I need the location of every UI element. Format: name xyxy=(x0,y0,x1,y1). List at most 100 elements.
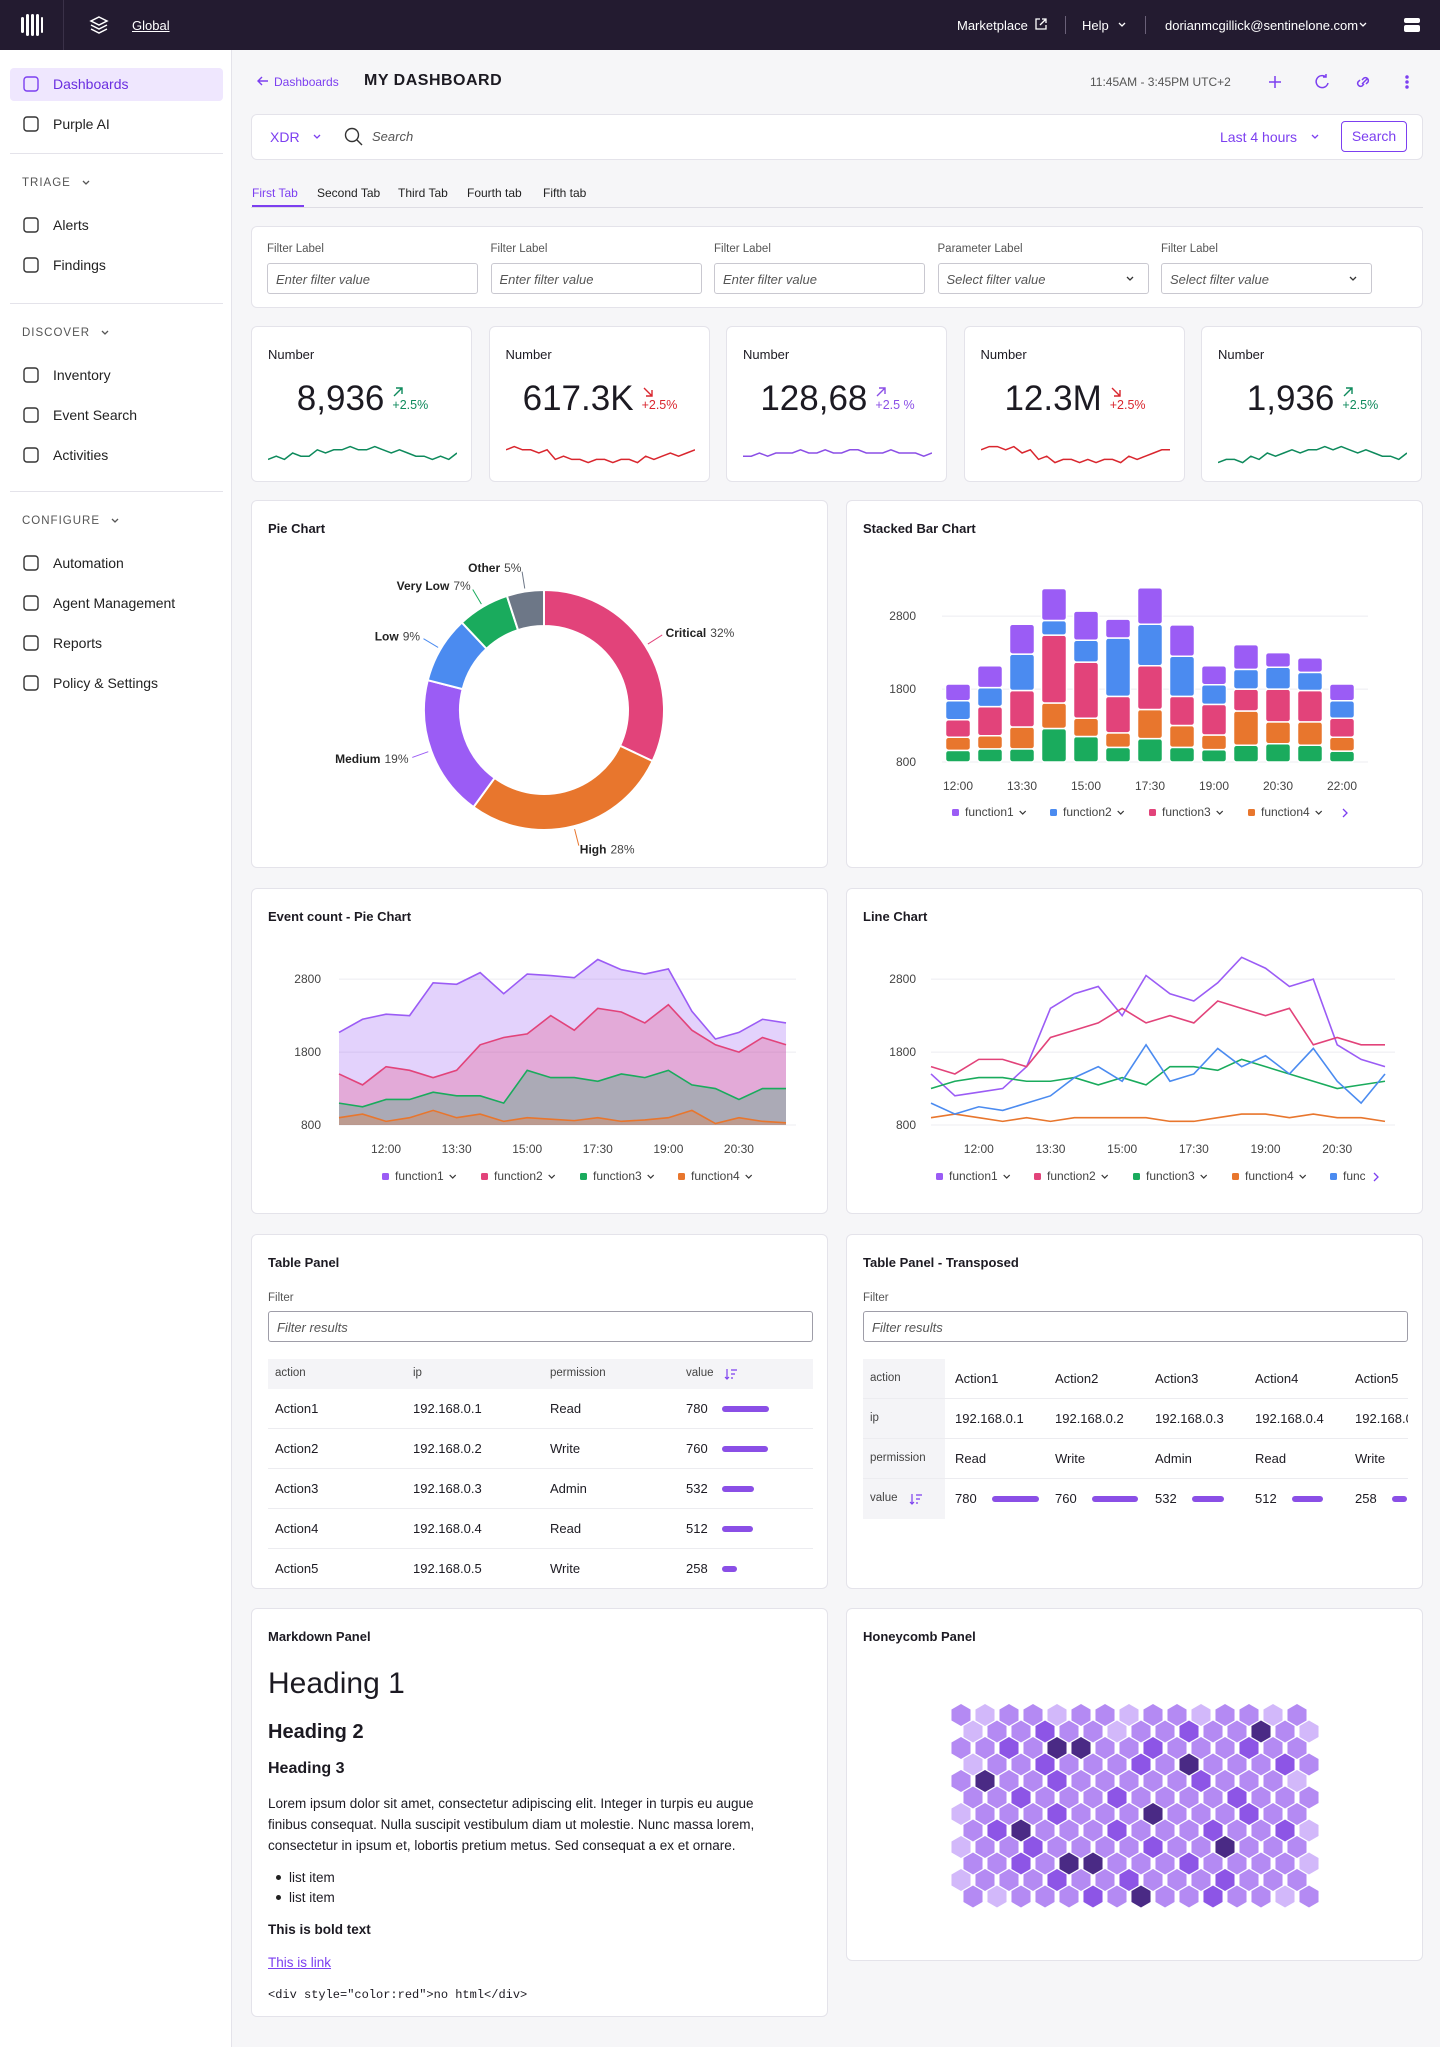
hex-cell[interactable] xyxy=(1083,1753,1103,1776)
help-link[interactable]: Help xyxy=(1082,18,1109,33)
hex-cell[interactable] xyxy=(1251,1753,1271,1776)
filter-input[interactable]: Filter results xyxy=(863,1311,1408,1342)
hex-cell[interactable] xyxy=(1011,1852,1031,1875)
hex-cell[interactable] xyxy=(1167,1869,1187,1891)
hex-cell[interactable] xyxy=(1299,1885,1319,1908)
hex-cell[interactable] xyxy=(1191,1770,1211,1792)
nav-item[interactable]: Automation xyxy=(53,555,124,571)
hex-cell[interactable] xyxy=(1047,1803,1067,1825)
hex-cell[interactable] xyxy=(1071,1803,1091,1825)
hex-cell[interactable] xyxy=(1143,1869,1163,1891)
nav-item[interactable]: Alerts xyxy=(53,217,89,233)
hex-cell[interactable] xyxy=(1095,1803,1115,1825)
hex-cell[interactable] xyxy=(1095,1836,1115,1858)
legend-label[interactable]: function4 xyxy=(1245,1169,1294,1183)
row-header[interactable]: ip xyxy=(870,1412,879,1424)
hex-cell[interactable] xyxy=(1203,1753,1223,1776)
scope-select[interactable]: XDR xyxy=(270,129,300,145)
column-header[interactable]: ip xyxy=(413,1367,422,1379)
hex-cell[interactable] xyxy=(1143,1803,1163,1825)
legend-label[interactable]: function2 xyxy=(1047,1169,1096,1183)
hex-cell[interactable] xyxy=(1143,1770,1163,1792)
hex-cell[interactable] xyxy=(1203,1786,1223,1809)
breadcrumb[interactable]: Dashboards xyxy=(274,75,339,89)
hex-cell[interactable] xyxy=(1023,1803,1043,1825)
hex-cell[interactable] xyxy=(975,1869,995,1891)
hex-cell[interactable] xyxy=(1203,1819,1223,1842)
nav-item[interactable]: Activities xyxy=(53,447,109,463)
hex-cell[interactable] xyxy=(1035,1885,1055,1908)
layers-icon[interactable] xyxy=(89,15,109,35)
hex-cell[interactable] xyxy=(1239,1869,1259,1891)
hex-cell[interactable] xyxy=(999,1869,1019,1891)
tab[interactable]: Fourth tab xyxy=(467,186,522,200)
hex-cell[interactable] xyxy=(1263,1704,1283,1726)
hex-cell[interactable] xyxy=(1023,1737,1043,1759)
hex-cell[interactable] xyxy=(1251,1786,1271,1809)
hex-cell[interactable] xyxy=(1119,1869,1139,1891)
hex-cell[interactable] xyxy=(951,1803,971,1825)
hex-cell[interactable] xyxy=(999,1770,1019,1792)
hex-cell[interactable] xyxy=(1155,1753,1175,1776)
filter-input[interactable]: Enter filter value xyxy=(490,263,702,294)
hex-cell[interactable] xyxy=(1047,1836,1067,1858)
hex-cell[interactable] xyxy=(975,1770,995,1792)
hex-cell[interactable] xyxy=(1131,1720,1151,1743)
tab[interactable]: First Tab xyxy=(252,186,298,200)
hex-cell[interactable] xyxy=(1011,1885,1031,1908)
hex-cell[interactable] xyxy=(963,1786,983,1809)
hex-cell[interactable] xyxy=(1275,1720,1295,1743)
back-arrow[interactable] xyxy=(256,75,270,87)
hex-cell[interactable] xyxy=(1227,1885,1247,1908)
hex-cell[interactable] xyxy=(1059,1753,1079,1776)
hex-cell[interactable] xyxy=(1071,1704,1091,1726)
hex-cell[interactable] xyxy=(1059,1885,1079,1908)
filter-input[interactable]: Select filter value xyxy=(937,263,1149,294)
hex-cell[interactable] xyxy=(975,1737,995,1759)
hex-cell[interactable] xyxy=(963,1852,983,1875)
hex-cell[interactable] xyxy=(1131,1753,1151,1776)
hex-cell[interactable] xyxy=(1251,1819,1271,1842)
hex-cell[interactable] xyxy=(1215,1803,1235,1825)
logo[interactable] xyxy=(20,13,44,37)
search-button[interactable]: Search xyxy=(1341,121,1407,152)
hex-cell[interactable] xyxy=(1203,1885,1223,1908)
hex-cell[interactable] xyxy=(987,1885,1007,1908)
hex-cell[interactable] xyxy=(1107,1753,1127,1776)
hex-cell[interactable] xyxy=(1035,1852,1055,1875)
hex-cell[interactable] xyxy=(1227,1786,1247,1809)
hex-cell[interactable] xyxy=(1287,1869,1307,1891)
hex-cell[interactable] xyxy=(1083,1819,1103,1842)
hex-cell[interactable] xyxy=(1179,1819,1199,1842)
hex-cell[interactable] xyxy=(1107,1786,1127,1809)
hex-cell[interactable] xyxy=(1131,1786,1151,1809)
hex-cell[interactable] xyxy=(1155,1885,1175,1908)
hex-cell[interactable] xyxy=(1167,1737,1187,1759)
hex-cell[interactable] xyxy=(1251,1852,1271,1875)
hex-cell[interactable] xyxy=(1059,1786,1079,1809)
hex-cell[interactable] xyxy=(1227,1819,1247,1842)
hex-cell[interactable] xyxy=(1119,1770,1139,1792)
hex-cell[interactable] xyxy=(1179,1753,1199,1776)
hex-cell[interactable] xyxy=(1167,1704,1187,1726)
hex-cell[interactable] xyxy=(1275,1819,1295,1842)
hex-cell[interactable] xyxy=(1239,1704,1259,1726)
hex-cell[interactable] xyxy=(1203,1852,1223,1875)
hex-cell[interactable] xyxy=(1191,1836,1211,1858)
hex-cell[interactable] xyxy=(1071,1869,1091,1891)
hex-cell[interactable] xyxy=(1227,1753,1247,1776)
sort-icon[interactable] xyxy=(724,1368,738,1380)
hex-cell[interactable] xyxy=(1095,1869,1115,1891)
hex-cell[interactable] xyxy=(1179,1720,1199,1743)
hex-cell[interactable] xyxy=(1287,1836,1307,1858)
hex-cell[interactable] xyxy=(1155,1720,1175,1743)
hex-cell[interactable] xyxy=(1299,1819,1319,1842)
hex-cell[interactable] xyxy=(999,1704,1019,1726)
hex-cell[interactable] xyxy=(987,1819,1007,1842)
hex-cell[interactable] xyxy=(1203,1720,1223,1743)
legend-label[interactable]: function3 xyxy=(1146,1169,1195,1183)
row-header[interactable]: value xyxy=(870,1492,898,1504)
legend-label[interactable]: function4 xyxy=(1261,805,1310,819)
row-header[interactable]: action xyxy=(870,1372,901,1384)
hex-cell[interactable] xyxy=(1287,1770,1307,1792)
